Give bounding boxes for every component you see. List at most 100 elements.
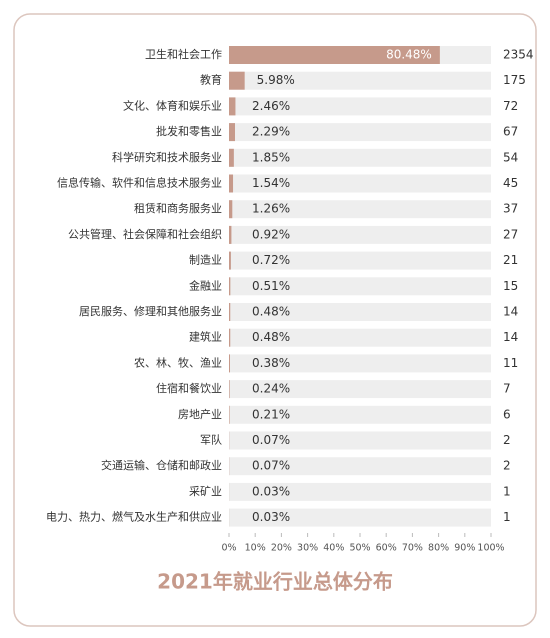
count-label: 1 — [503, 510, 511, 524]
category-label: 批发和零售业 — [156, 124, 222, 138]
x-tick-label: 40% — [323, 543, 344, 554]
category-label: 交通运输、仓储和邮政业 — [101, 458, 222, 472]
value-label: 2.29% — [252, 125, 290, 139]
x-tick-label: 90% — [454, 543, 475, 554]
category-label: 采矿业 — [189, 485, 222, 498]
bar-track — [229, 71, 491, 90]
value-label: 0.07% — [252, 433, 290, 447]
count-label: 27 — [503, 227, 518, 241]
category-label: 居民服务、修理和其他服务业 — [79, 304, 222, 318]
bar-track — [229, 328, 491, 347]
value-label: 1.85% — [252, 150, 290, 164]
count-label: 7 — [503, 382, 511, 396]
bar-track — [229, 123, 491, 142]
count-label: 15 — [503, 279, 518, 293]
bar-track — [229, 200, 491, 219]
value-label: 0.92% — [252, 227, 290, 241]
bar — [229, 303, 231, 321]
count-label: 54 — [503, 150, 518, 164]
bar — [229, 277, 231, 296]
bar — [229, 200, 233, 219]
x-tick-label: 50% — [349, 543, 370, 554]
count-label: 2 — [503, 433, 511, 447]
category-label: 信息传输、软件和信息技术服务业 — [57, 176, 222, 190]
category-label: 制造业 — [189, 253, 222, 267]
x-tick-label: 20% — [271, 543, 292, 554]
category-label: 建筑业 — [189, 330, 222, 344]
bar-track — [229, 508, 491, 527]
category-label: 房地产业 — [178, 407, 222, 421]
x-tick-label: 10% — [245, 543, 266, 554]
value-label: 0.51% — [252, 279, 290, 293]
bar-track — [229, 251, 491, 270]
value-label: 0.48% — [252, 330, 290, 344]
bar — [229, 405, 230, 424]
category-label: 金融业 — [189, 278, 222, 292]
bar-track — [229, 431, 491, 450]
value-label: 0.48% — [252, 305, 290, 319]
bar — [229, 174, 234, 193]
count-label: 1 — [503, 484, 511, 498]
x-tick-label: 70% — [402, 543, 423, 554]
bar — [229, 46, 440, 64]
bar-track — [229, 482, 491, 501]
bar — [229, 148, 234, 167]
count-label: 21 — [503, 253, 518, 267]
category-label: 公共管理、社会保障和社会组织 — [68, 227, 222, 241]
bar-track — [229, 225, 491, 244]
category-label: 卫生和社会工作 — [145, 47, 222, 61]
chart-title: 2021年就业行业总体分布 — [157, 570, 393, 594]
count-label: 37 — [503, 202, 518, 216]
category-label: 农、林、牧、渔业 — [134, 355, 222, 369]
value-label: 2.46% — [252, 99, 290, 113]
value-label: 0.07% — [252, 459, 290, 473]
bar-track — [229, 148, 491, 167]
count-label: 11 — [503, 356, 518, 370]
x-tick-label: 80% — [428, 543, 449, 554]
bar — [229, 380, 230, 399]
count-label: 2 — [503, 459, 511, 473]
bar — [229, 123, 235, 142]
bar — [229, 354, 230, 373]
bar-track — [229, 405, 491, 424]
value-label: 0.03% — [252, 484, 290, 498]
category-label: 住宿和餐饮业 — [156, 381, 222, 395]
value-label: 5.98% — [257, 73, 295, 87]
count-label: 14 — [503, 305, 518, 319]
x-tick-label: 0% — [221, 543, 236, 554]
bar — [229, 97, 236, 116]
value-label: 80.48% — [386, 48, 432, 62]
category-label: 租赁和商务服务业 — [134, 201, 222, 215]
category-label: 科学研究和技术服务业 — [112, 150, 222, 164]
bar — [229, 328, 231, 347]
value-label: 1.54% — [252, 176, 290, 190]
bar-track — [229, 277, 491, 296]
bar — [229, 251, 231, 270]
count-label: 67 — [503, 125, 518, 139]
value-label: 0.24% — [252, 382, 290, 396]
count-label: 2354 — [503, 48, 534, 62]
bar-track — [229, 97, 491, 116]
count-label: 6 — [503, 407, 511, 421]
count-label: 72 — [503, 99, 518, 113]
value-label: 0.21% — [252, 407, 290, 421]
bar-track — [229, 380, 491, 399]
bar-track — [229, 354, 491, 373]
category-label: 文化、体育和娱乐业 — [123, 98, 222, 112]
category-label: 教育 — [200, 73, 222, 87]
count-label: 175 — [503, 73, 526, 87]
value-label: 1.26% — [252, 202, 290, 216]
count-label: 14 — [503, 330, 518, 344]
x-tick-label: 100% — [477, 543, 504, 554]
category-label: 军队 — [200, 433, 222, 447]
bar — [229, 71, 245, 90]
value-label: 0.72% — [252, 253, 290, 267]
count-label: 45 — [503, 176, 518, 190]
bar — [229, 225, 232, 244]
value-label: 0.38% — [252, 356, 290, 370]
x-tick-label: 60% — [376, 543, 397, 554]
bar-track — [229, 457, 491, 476]
category-label: 电力、热力、燃气及水生产和供应业 — [46, 510, 222, 524]
